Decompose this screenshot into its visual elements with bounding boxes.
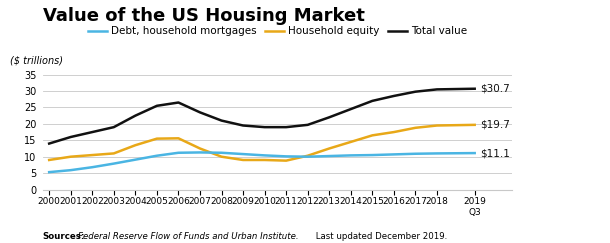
Debt, household mortgages — [347, 154, 354, 157]
Text: Last updated December 2019.: Last updated December 2019. — [313, 232, 447, 241]
Total value — [88, 131, 96, 134]
Text: Value of the US Housing Market: Value of the US Housing Market — [43, 7, 365, 25]
Total value — [46, 142, 53, 145]
Household equity — [239, 158, 246, 161]
Total value — [326, 116, 333, 119]
Total value — [175, 101, 182, 104]
Legend: Debt, household mortgages, Household equity, Total value: Debt, household mortgages, Household equ… — [84, 22, 471, 41]
Household equity — [471, 123, 478, 126]
Household equity — [175, 137, 182, 140]
Text: ($ trillions): ($ trillions) — [10, 56, 63, 66]
Household equity — [218, 155, 225, 158]
Debt, household mortgages — [153, 154, 160, 157]
Total value — [218, 119, 225, 122]
Total value — [110, 126, 118, 129]
Debt, household mortgages — [412, 152, 419, 155]
Household equity — [433, 124, 440, 127]
Household equity — [196, 147, 204, 150]
Line: Total value: Total value — [49, 89, 475, 144]
Debt, household mortgages — [88, 166, 96, 169]
Total value — [304, 123, 311, 126]
Total value — [390, 95, 398, 97]
Total value — [282, 126, 290, 129]
Debt, household mortgages — [304, 155, 311, 158]
Household equity — [46, 158, 53, 161]
Debt, household mortgages — [368, 154, 376, 156]
Total value — [239, 124, 246, 127]
Debt, household mortgages — [110, 162, 118, 165]
Debt, household mortgages — [282, 155, 290, 158]
Debt, household mortgages — [239, 153, 246, 156]
Line: Debt, household mortgages: Debt, household mortgages — [49, 152, 475, 172]
Household equity — [326, 147, 333, 150]
Household equity — [368, 134, 376, 137]
Debt, household mortgages — [261, 154, 268, 157]
Text: $30.7: $30.7 — [480, 84, 510, 94]
Text: $19.7: $19.7 — [480, 120, 510, 130]
Household equity — [153, 137, 160, 140]
Debt, household mortgages — [46, 171, 53, 174]
Total value — [67, 136, 74, 139]
Household equity — [390, 131, 398, 134]
Debt, household mortgages — [433, 152, 440, 155]
Total value — [368, 99, 376, 102]
Household equity — [67, 155, 74, 158]
Debt, household mortgages — [132, 158, 139, 161]
Text: $11.1: $11.1 — [480, 148, 510, 158]
Household equity — [282, 159, 290, 162]
Text: Sources:: Sources: — [43, 232, 85, 241]
Debt, household mortgages — [196, 151, 204, 154]
Debt, household mortgages — [67, 169, 74, 172]
Household equity — [304, 154, 311, 157]
Line: Household equity: Household equity — [49, 125, 475, 161]
Debt, household mortgages — [175, 151, 182, 154]
Total value — [412, 90, 419, 93]
Total value — [347, 108, 354, 111]
Debt, household mortgages — [390, 153, 398, 156]
Household equity — [132, 144, 139, 147]
Total value — [433, 88, 440, 91]
Household equity — [110, 152, 118, 155]
Household equity — [412, 126, 419, 129]
Total value — [261, 126, 268, 129]
Debt, household mortgages — [471, 152, 478, 155]
Total value — [196, 111, 204, 114]
Total value — [132, 114, 139, 117]
Household equity — [261, 158, 268, 161]
Text: Federal Reserve Flow of Funds and Urban Institute.: Federal Reserve Flow of Funds and Urban … — [78, 232, 299, 241]
Total value — [471, 87, 478, 90]
Total value — [153, 104, 160, 107]
Debt, household mortgages — [326, 155, 333, 157]
Household equity — [347, 140, 354, 143]
Household equity — [88, 154, 96, 156]
Debt, household mortgages — [218, 151, 225, 154]
